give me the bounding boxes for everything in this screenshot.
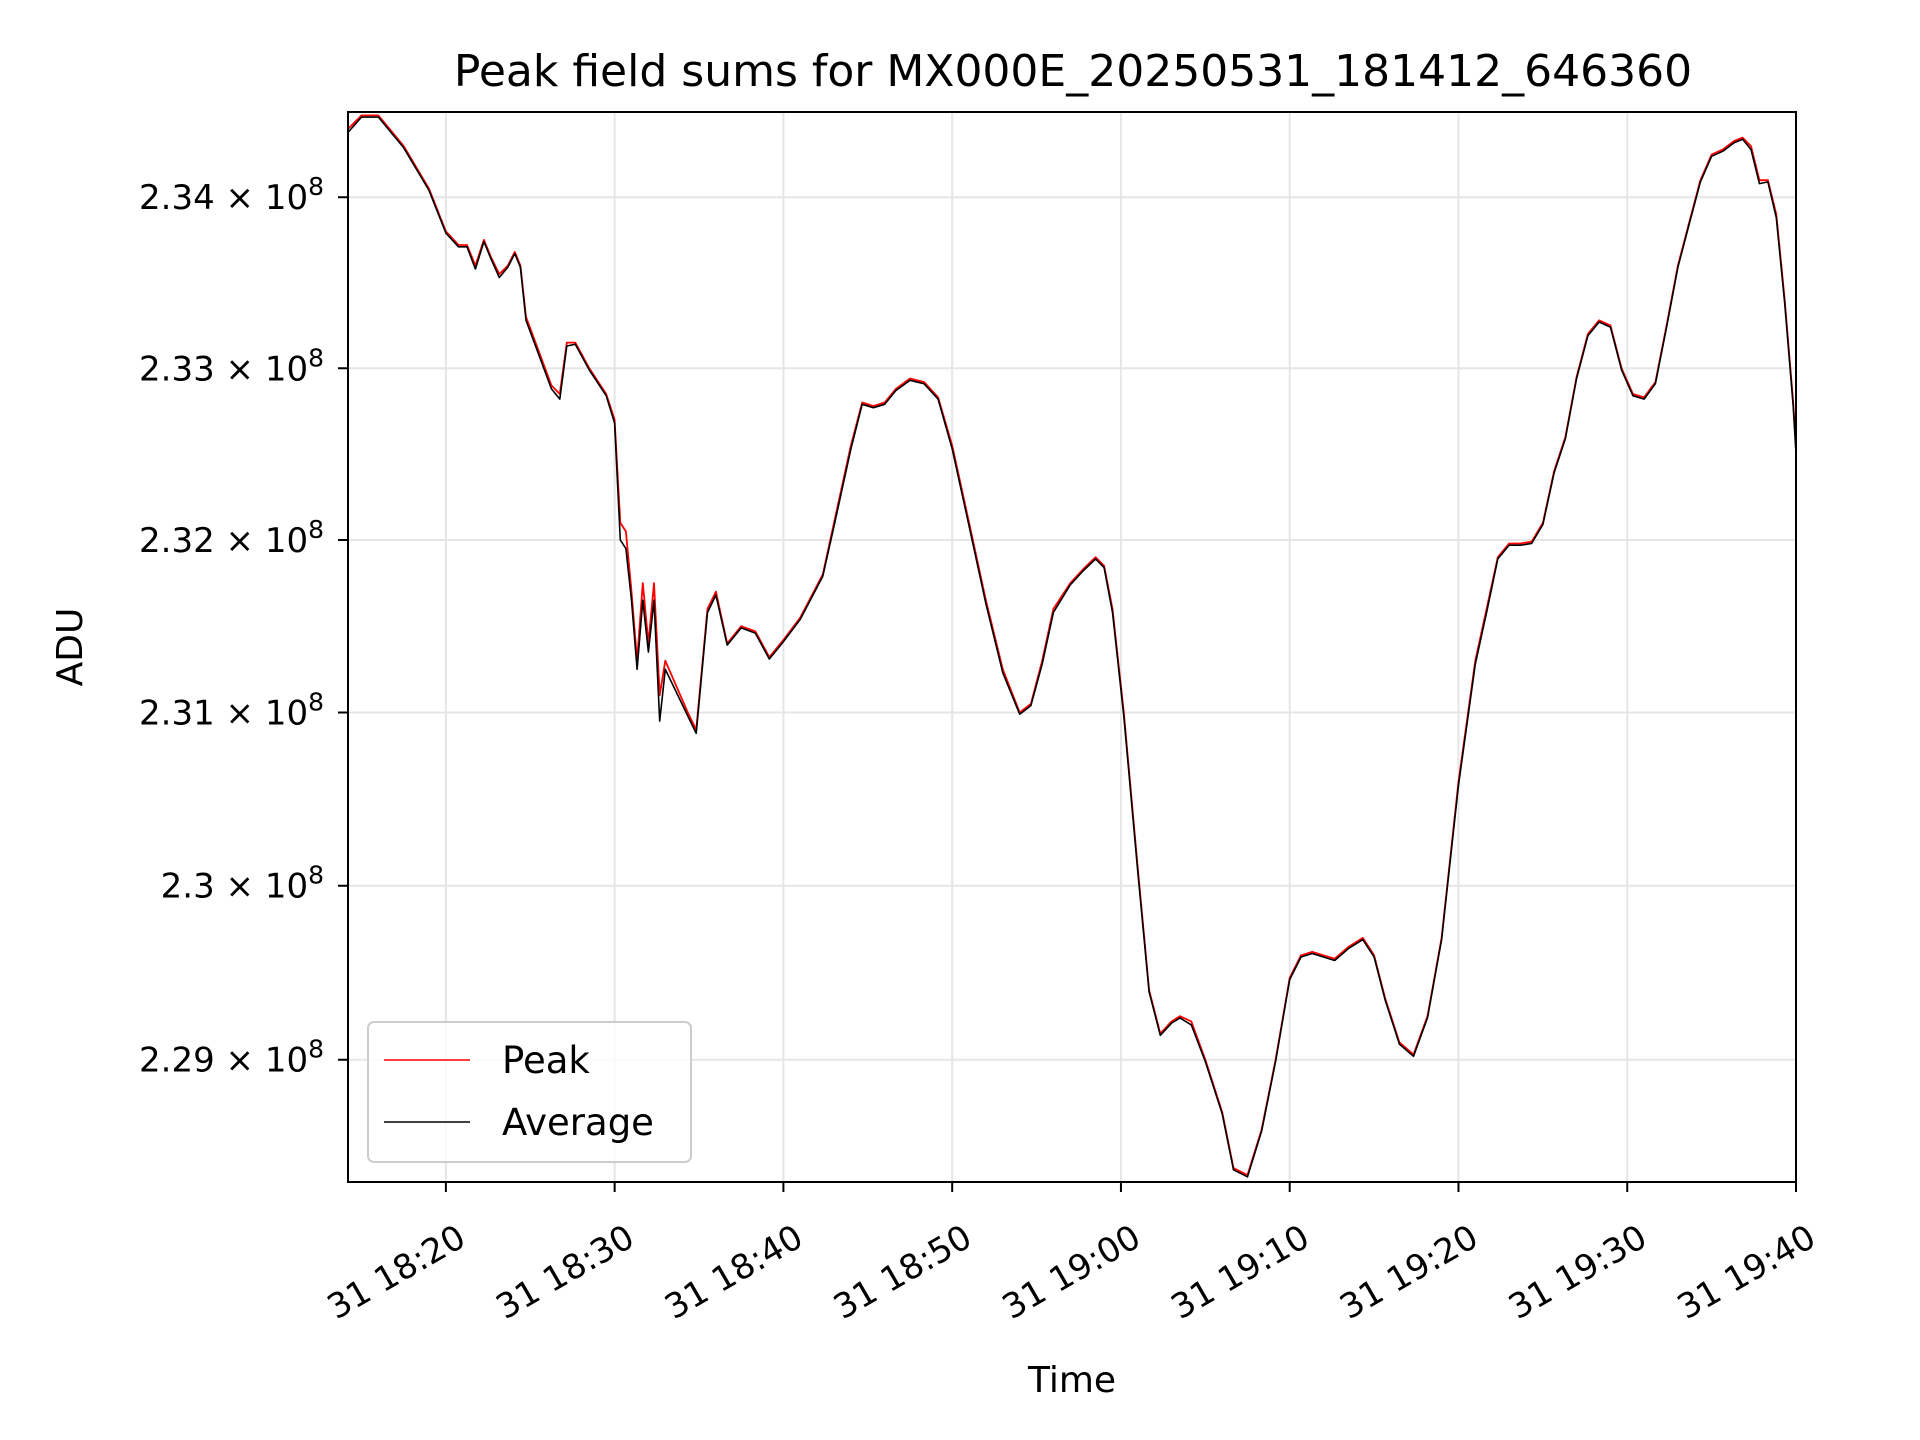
legend: Peak Average	[367, 1021, 692, 1163]
y-tick-label: 2.34 × 108	[139, 172, 324, 218]
legend-label-peak: Peak	[502, 1039, 590, 1082]
x-axis-ticks: 31 18:20 31 18:30 31 18:40 31 18:50 31 19:00…	[321, 1182, 1823, 1328]
y-tick-label: 2.31 × 108	[139, 688, 324, 734]
series-line-average	[348, 116, 1796, 1178]
x-tick-label: 31 18:40	[658, 1217, 810, 1328]
plot-frame	[347, 111, 1797, 1183]
chart-title: Peak field sums for MX000E_20250531_1814…	[454, 46, 1692, 97]
y-axis-label: ADU	[50, 608, 91, 687]
y-tick-label: 2.29 × 108	[139, 1035, 324, 1081]
y-tick-label: 2.32 × 108	[139, 515, 324, 561]
series-layer	[348, 114, 1796, 1178]
x-axis-label: Time	[1027, 1360, 1116, 1401]
x-tick-label: 31 18:30	[489, 1217, 641, 1328]
y-axis-ticks: 2.29 × 108 2.3 × 108 2.31 × 108 2.32 × 108 2…	[139, 172, 348, 1081]
x-tick-label: 31 19:30	[1502, 1217, 1654, 1328]
legend-box	[367, 1021, 692, 1163]
x-tick-label: 31 19:20	[1333, 1217, 1485, 1328]
x-tick-label: 31 18:20	[321, 1217, 473, 1328]
y-tick-label: 2.3 × 108	[161, 861, 324, 907]
y-tick-label: 2.33 × 108	[139, 343, 324, 389]
series-line-peak	[348, 114, 1796, 1176]
x-tick-label: 31 19:00	[996, 1217, 1148, 1328]
gridlines	[348, 112, 1797, 1182]
legend-label-average: Average	[502, 1101, 654, 1144]
x-tick-label: 31 19:10	[1165, 1217, 1317, 1328]
x-tick-label: 31 19:40	[1671, 1217, 1823, 1328]
x-tick-label: 31 18:50	[827, 1217, 979, 1328]
